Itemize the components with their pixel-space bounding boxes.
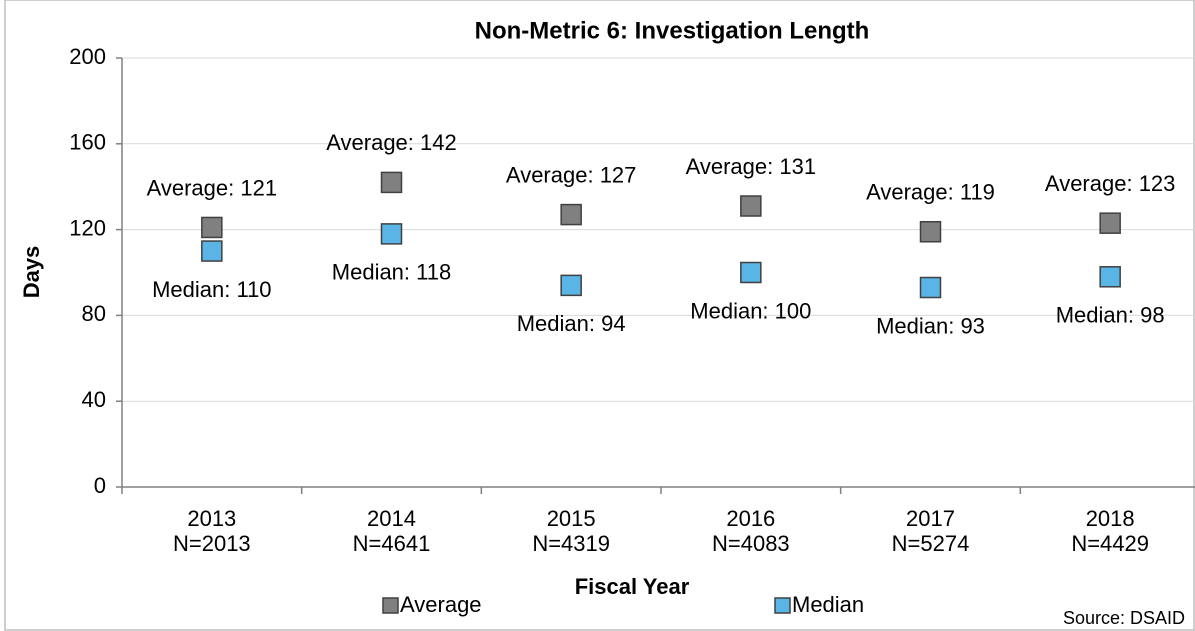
y-tick-label: 200 <box>69 44 106 69</box>
y-tick-label: 160 <box>69 130 106 155</box>
marker <box>919 276 942 299</box>
x-tick-sublabel: N=4083 <box>712 531 790 556</box>
x-tick-label: 2018 <box>1086 506 1135 531</box>
marker <box>201 216 223 239</box>
x-tick-sublabel: N=5274 <box>892 531 970 556</box>
legend-label: Average <box>400 592 482 617</box>
data-label: Median: 93 <box>876 313 985 338</box>
marker <box>380 223 403 245</box>
x-tick-label: 2016 <box>726 506 775 531</box>
data-label: Median: 118 <box>332 260 451 285</box>
marker <box>380 171 403 194</box>
marker <box>1099 266 1121 288</box>
x-tick-label: 2015 <box>547 506 596 531</box>
data-label: Median: 110 <box>152 277 271 302</box>
chart-title: Non-Metric 6: Investigation Length <box>475 17 870 44</box>
x-tick-label: 2017 <box>906 506 955 531</box>
x-tick-sublabel: N=2013 <box>173 531 251 556</box>
data-label: Average: 127 <box>506 162 636 187</box>
x-tick-label: 2014 <box>367 506 416 531</box>
legend-swatch <box>774 597 791 614</box>
data-label: Median: 98 <box>1056 303 1165 328</box>
source: Source: DSAID <box>1063 608 1185 628</box>
marker <box>560 203 582 226</box>
x-tick-sublabel: N=4429 <box>1071 531 1149 556</box>
data-label: Average: 142 <box>326 130 456 155</box>
marker <box>740 261 762 284</box>
y-tick-label: 0 <box>94 473 106 498</box>
marker <box>1099 212 1121 234</box>
data-label: Average: 131 <box>686 154 816 179</box>
marker <box>560 274 582 297</box>
legend-label: Median <box>792 592 864 617</box>
y-tick-label: 120 <box>69 215 106 240</box>
x-tick-sublabel: N=4641 <box>353 531 431 556</box>
marker <box>201 240 223 262</box>
x-tick-label: 2013 <box>187 506 236 531</box>
marker <box>919 220 942 243</box>
legend-swatch <box>382 597 399 614</box>
data-label: Average: 123 <box>1045 171 1175 196</box>
y-axis-label: Days <box>19 246 44 299</box>
data-label: Median: 100 <box>690 298 811 323</box>
x-axis-label: Fiscal Year <box>575 574 690 599</box>
data-label: Average: 121 <box>147 175 277 200</box>
data-label: Average: 119 <box>866 180 995 205</box>
marker <box>740 195 762 217</box>
x-tick-sublabel: N=4319 <box>532 531 610 556</box>
y-tick-label: 40 <box>82 387 106 412</box>
y-tick-label: 80 <box>82 301 106 326</box>
data-label: Median: 94 <box>517 311 626 336</box>
